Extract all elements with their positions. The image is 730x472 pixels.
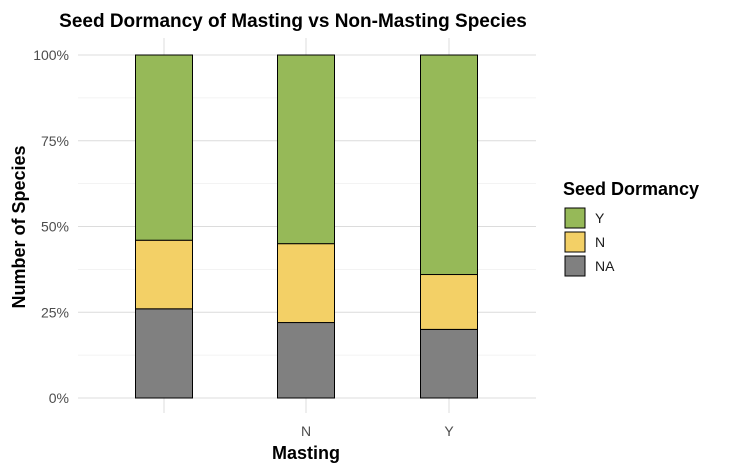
legend-key-na [564, 255, 586, 277]
x-axis-title: Masting [272, 443, 340, 463]
bar-segment-y-2 [420, 54, 478, 276]
bar-segment-n-2 [420, 274, 478, 330]
y-tick-label: 0% [49, 390, 69, 406]
legend-label-na: NA [595, 258, 615, 274]
bar-segment-na-0 [135, 308, 193, 399]
legend-title: Seed Dormancy [563, 179, 699, 199]
bar-segment-y-1 [277, 54, 335, 245]
bar-segment-na-2 [420, 328, 478, 399]
x-tick-label: N [301, 423, 311, 439]
bar-segment-n-0 [135, 239, 193, 310]
y-tick-label: 75% [41, 133, 69, 149]
legend-key-y [564, 207, 586, 229]
legend-label-n: N [595, 234, 605, 250]
legend: Seed Dormancy YN NA [563, 179, 699, 277]
bar-segment-n-1 [277, 243, 335, 324]
y-axis-ticks: 0% 25% 50% 75% 100% [33, 47, 69, 406]
bars [135, 54, 478, 399]
x-tick-label: Y [444, 423, 454, 439]
y-tick-label: 25% [41, 304, 69, 320]
legend-key-n [564, 231, 586, 253]
bar-segment-y-0 [135, 54, 193, 241]
y-axis-title: Number of Species [9, 145, 29, 308]
bar-segment-na-1 [277, 322, 335, 399]
y-tick-label: 100% [33, 47, 69, 63]
legend-label-y: Y [595, 210, 605, 226]
chart-title: Seed Dormancy of Masting vs Non-Masting … [59, 11, 527, 32]
y-tick-label: 50% [41, 219, 69, 235]
